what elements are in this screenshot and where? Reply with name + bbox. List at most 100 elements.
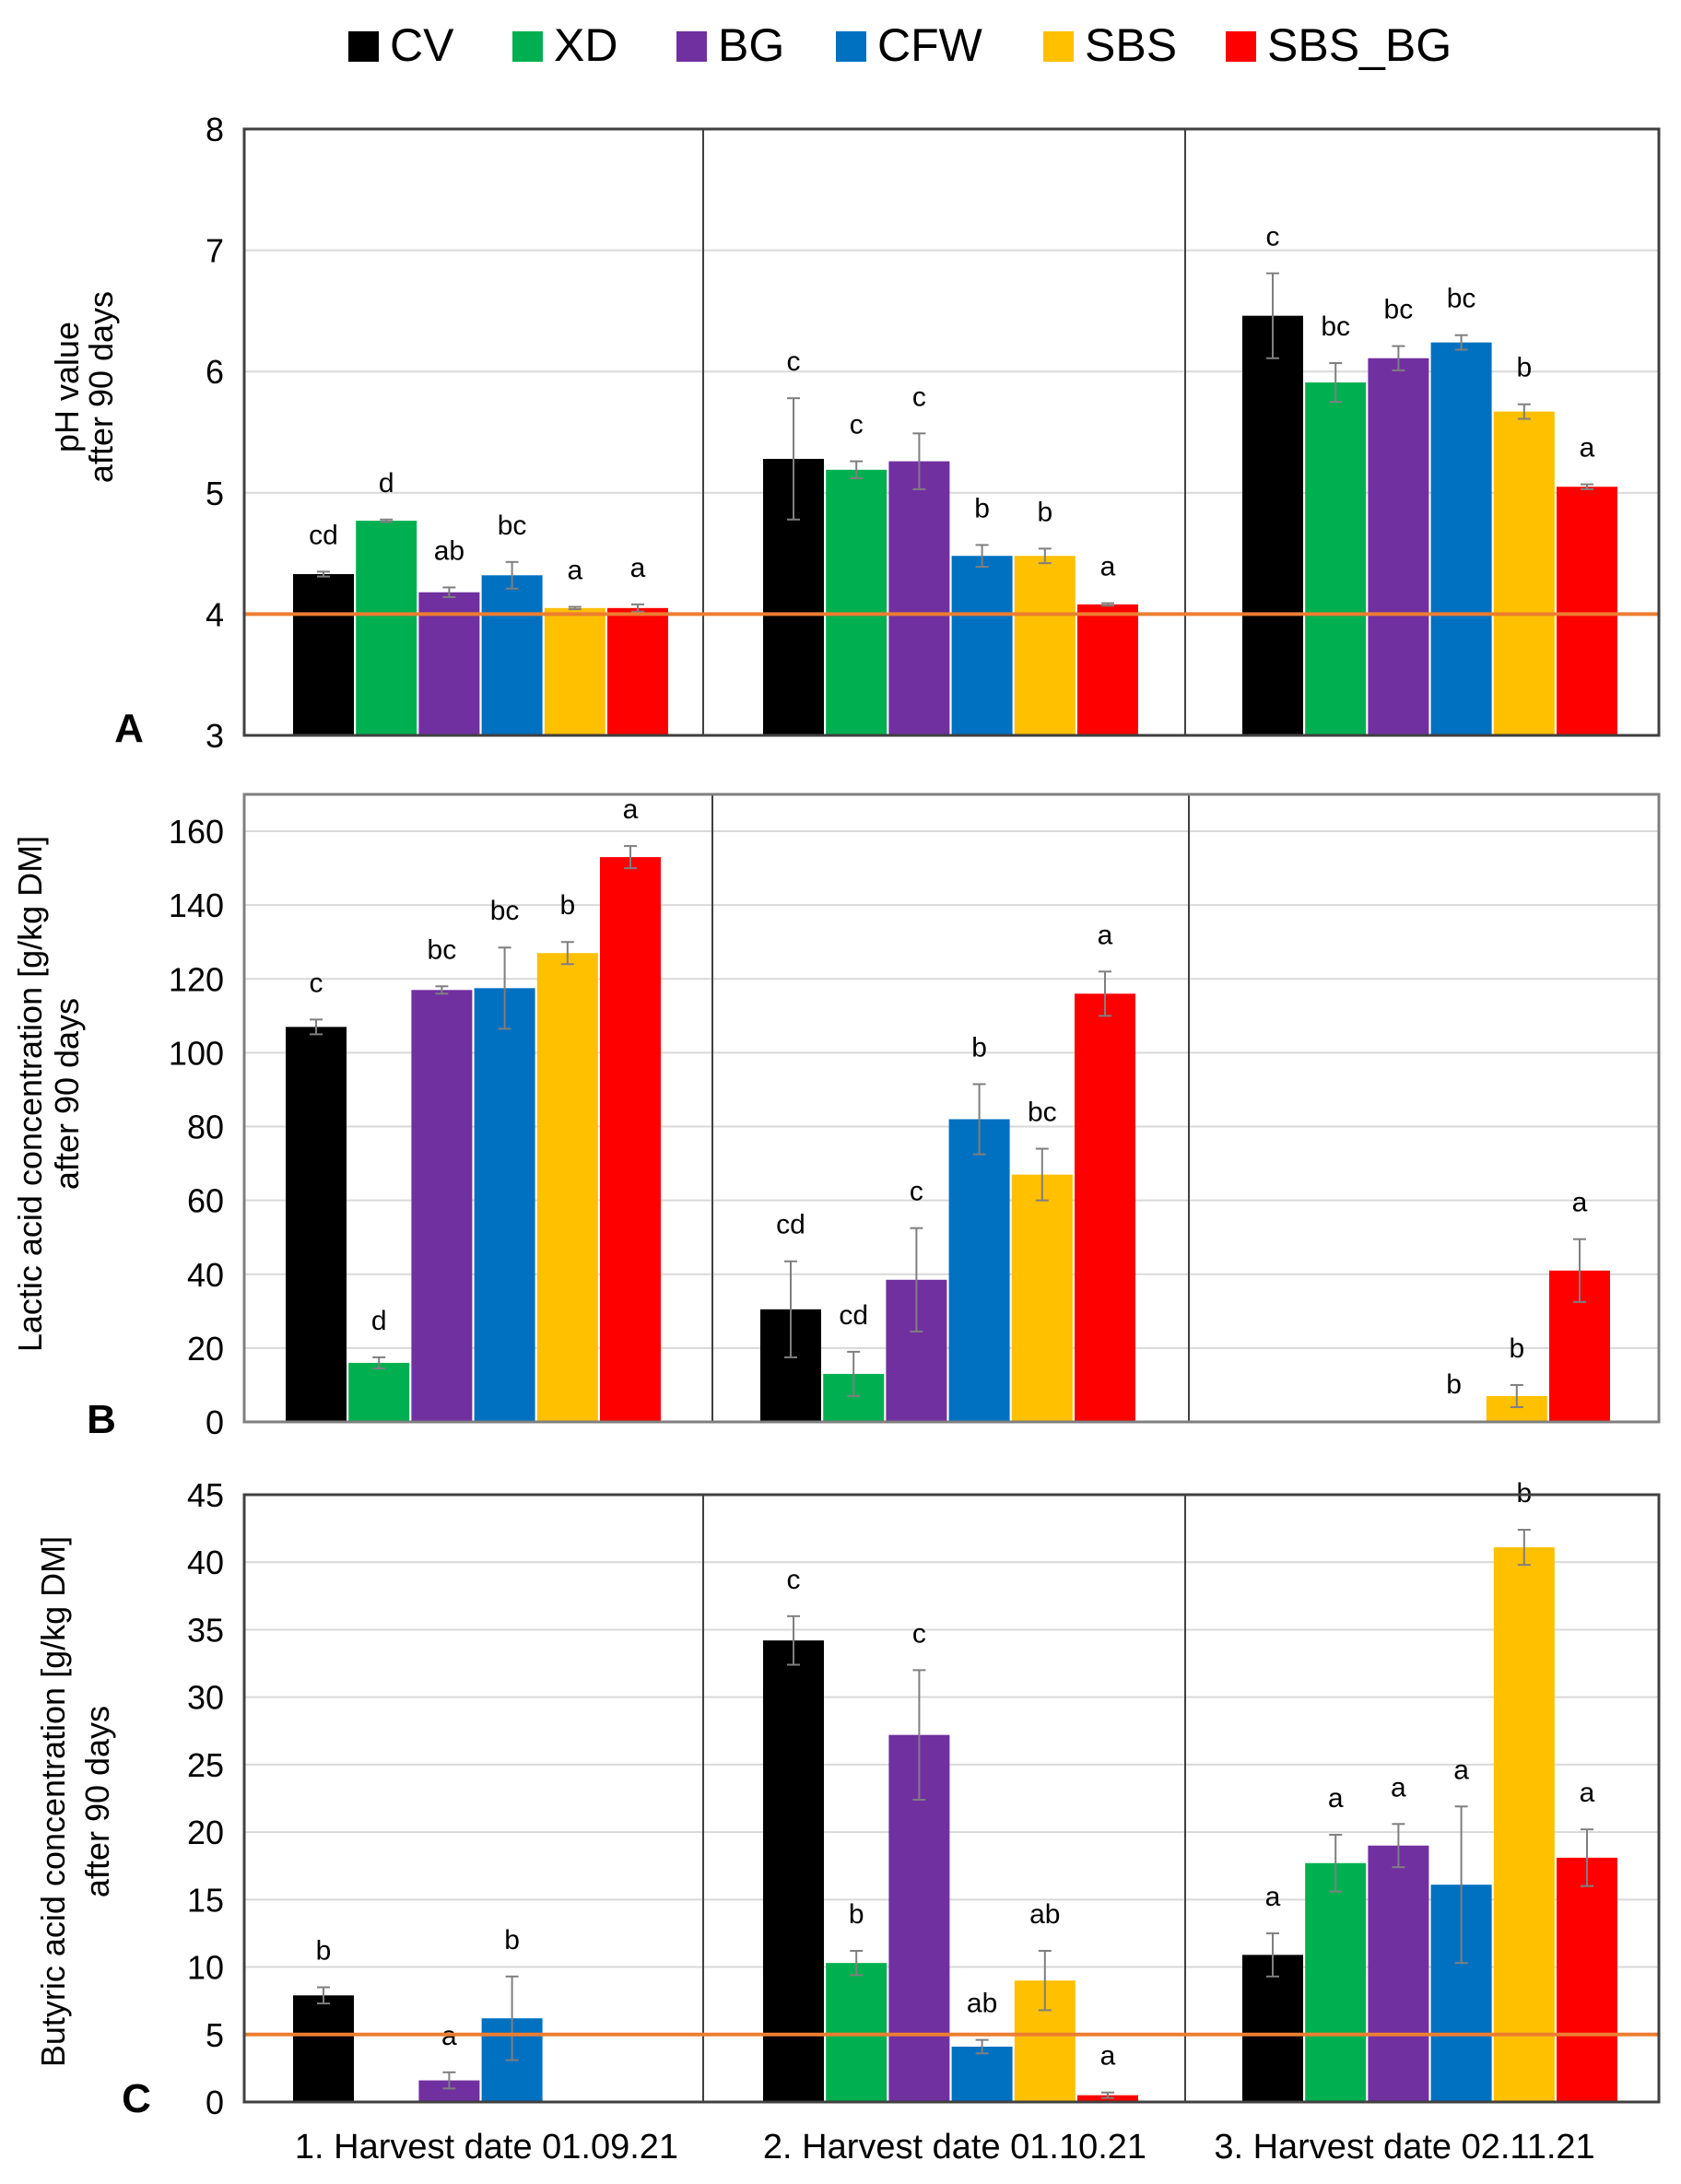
legend-swatch-cv [348,31,379,62]
significance-letter: b [1516,353,1532,383]
significance-letter: ab [434,535,464,566]
x-category-label: 2. Harvest date 01.10.21 [763,2128,1146,2166]
significance-letter: c [910,1177,923,1207]
error-bar-sbs-harvest-1 [568,605,582,611]
error-bar-xd-harvest-2 [850,460,864,480]
bar-bg-harvest-2 [888,461,950,735]
bar-cfw-harvest-2 [948,1119,1010,1422]
y-tick-label: 60 [187,1182,224,1220]
error-bar-sbs-harvest-3 [1517,1529,1531,1567]
y-tick-label: 6 [206,353,224,391]
bar-xd-harvest-1 [356,521,417,735]
error-bar-cfw-harvest-1 [505,560,519,590]
significance-letter: a [1265,1882,1281,1912]
x-category-label: 3. Harvest date 02.11.21 [1214,2128,1594,2166]
y-tick-label: 120 [169,960,224,998]
significance-letter: bc [498,511,527,541]
bar-cfw-harvest-1 [481,575,543,735]
legend-label-xd: XD [554,19,617,71]
error-bar-cv-harvest-3 [1266,1932,1279,1978]
bar-sbs-harvest-1 [544,607,605,735]
error-bar-bg-harvest-3 [1392,345,1405,371]
legend-label-bg: BG [718,19,784,71]
bar-sbs-harvest-2 [1011,1174,1073,1422]
bar-xd-harvest-1 [348,1362,410,1422]
y-tick-label: 10 [187,1949,224,1987]
bar-cv-harvest-2 [763,1640,824,2102]
significance-letter: a [630,553,646,583]
y-axis-label: after 90 days [82,291,120,483]
bar-cfw-harvest-1 [474,988,535,1422]
y-axis-label: Butyric acid concentration [g/kg DM] [34,1536,72,2067]
significance-letter: c [1266,222,1280,252]
significance-letter: b [559,890,575,921]
error-bar-cv-harvest-1 [317,570,330,578]
significance-letter: c [787,1565,801,1595]
error-bar-bg-harvest-1 [442,2071,456,2090]
significance-letter: a [1098,920,1113,950]
y-tick-label: 4 [206,595,224,633]
y-tick-label: 20 [187,1330,224,1368]
bar-bg-harvest-1 [418,592,480,735]
significance-letter: a [1391,1772,1406,1802]
error-bar-bg-harvest-1 [442,586,456,598]
error-bar-bg-harvest-2 [910,1227,923,1333]
legend-label-cfw: CFW [877,19,983,71]
y-tick-label: 8 [206,111,224,148]
significance-letter: bc [490,896,520,926]
y-tick-label: 100 [169,1034,224,1072]
error-bar-cv-harvest-2 [784,1260,797,1358]
y-axis-label: pH value [48,322,86,452]
y-tick-label: 7 [206,232,224,270]
bar-sbs-harvest-3 [1493,1547,1555,2102]
error-bar-sbs-bg-harvest-3 [1581,483,1593,490]
bar-cv-harvest-1 [293,1995,354,2102]
y-tick-label: 40 [187,1544,224,1581]
y-tick-label: 3 [206,717,224,755]
bar-cfw-harvest-2 [951,2046,1013,2102]
bar-bg-harvest-3 [1368,358,1429,735]
error-bar-cv-harvest-3 [1266,272,1279,359]
significance-letter: a [1453,1755,1469,1785]
y-tick-label: 25 [187,1746,224,1784]
error-bar-cv-harvest-1 [317,1986,330,2005]
y-tick-label: 80 [187,1109,224,1146]
error-bar-sbs-harvest-1 [560,941,574,966]
bar-xd-harvest-2 [826,469,888,735]
significance-letter: d [371,1306,387,1336]
plot-frame [242,793,1661,1424]
bar-cv-harvest-3 [1242,315,1303,735]
error-bar-sbs-bg-harvest-3 [1573,1238,1586,1303]
significance-letter: a [567,556,582,586]
significance-letter: b [1509,1333,1524,1364]
significance-letter: bc [1321,311,1350,342]
panel-label: A [114,706,144,751]
error-bar-sbs-harvest-3 [1517,403,1531,420]
error-bar-xd-harvest-3 [1329,361,1343,404]
plot-frame [242,127,1661,737]
significance-letter: b [971,1032,987,1063]
significance-letter: a [1328,1783,1344,1814]
y-tick-label: 140 [169,887,224,924]
error-bar-xd-harvest-2 [847,1350,861,1397]
bar-sbs-bg-harvest-2 [1077,604,1138,735]
error-bar-xd-harvest-3 [1329,1834,1343,1893]
error-bar-cv-harvest-2 [787,397,800,521]
significance-letter: ab [967,1989,997,2019]
panel-c-butyric-acid-chart: 051015202530354045bcabaacababaabbaaCButy… [34,1476,1661,2166]
bar-cfw-harvest-3 [1430,342,1492,735]
legend-swatch-bg [676,31,707,62]
y-tick-label: 35 [187,1611,224,1649]
error-bar-cfw-harvest-3 [1454,1805,1468,1965]
error-bar-cv-harvest-1 [310,1018,323,1036]
y-tick-label: 0 [206,1403,224,1441]
significance-letter: bc [1384,295,1414,325]
significance-letter: b [1037,497,1052,527]
legend-swatch-cfw [836,31,866,62]
error-bar-cfw-harvest-2 [972,1083,986,1156]
significance-letter: c [850,410,864,440]
significance-letter: c [787,346,801,377]
significance-letter: a [1580,433,1595,464]
plot-frame [242,1493,1661,2104]
significance-letter: a [1580,1778,1595,1808]
